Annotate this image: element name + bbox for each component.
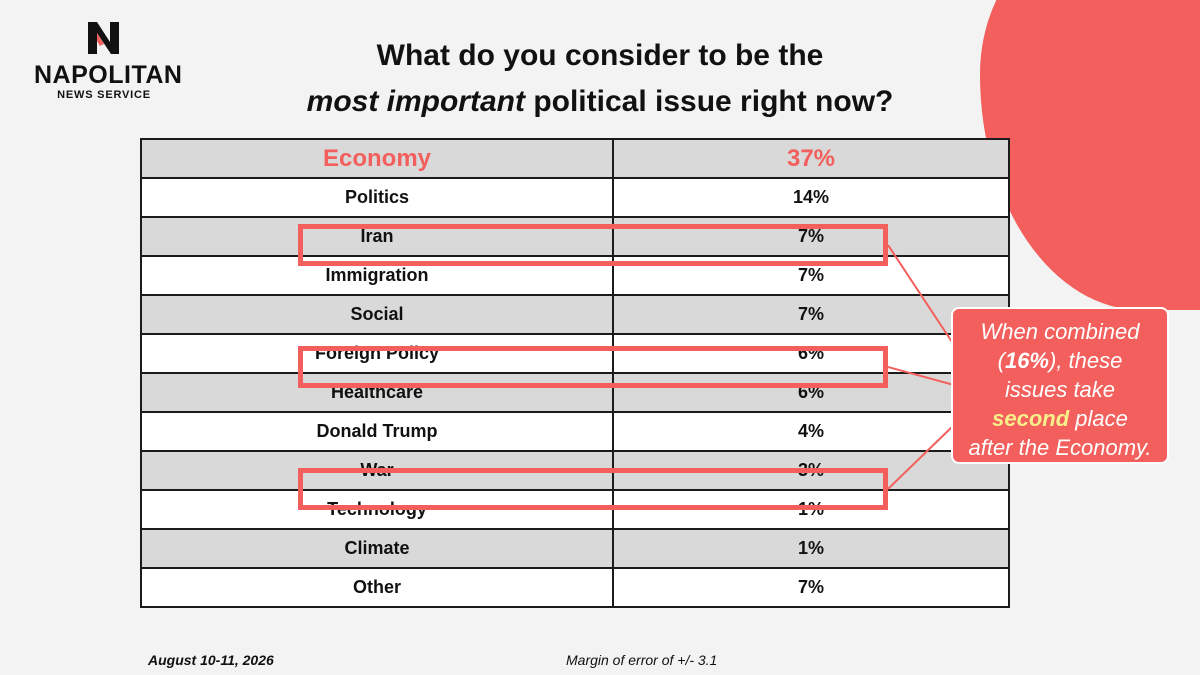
callout-combined-value: 16%	[1004, 348, 1049, 373]
callout-line-2: (16%), these	[997, 348, 1123, 373]
brand-logo: NAPOLITAN NEWS SERVICE	[34, 20, 183, 102]
issue-percent: 7%	[612, 567, 1010, 608]
issue-label: Iran	[140, 216, 614, 257]
callout-line-3: issues take	[1004, 377, 1116, 402]
highlight-box-iran	[298, 224, 888, 266]
title-rest: political issue right now?	[524, 85, 894, 118]
title-line-2: most important political issue right now…	[240, 80, 960, 124]
callout-line-5: after the Economy.	[968, 435, 1152, 460]
issue-label: Climate	[140, 528, 614, 569]
callout-line-4: second place	[992, 406, 1128, 431]
highlight-box-foreign-policy	[298, 346, 888, 388]
poll-table: Economy 37% Politics 14% Iran 7% Immigration 7%…	[140, 138, 1010, 608]
issue-percent: 7%	[612, 216, 1010, 257]
issue-percent: 6%	[612, 333, 1010, 374]
issue-label: Politics	[140, 177, 614, 218]
issue-percent: 4%	[612, 411, 1010, 452]
table-row: Economy 37%	[140, 138, 1010, 179]
callout-second: second	[992, 406, 1070, 431]
table-row: War 3%	[140, 450, 1010, 491]
highlight-box-war	[298, 468, 888, 510]
issue-percent: 1%	[612, 528, 1010, 569]
table-row: Iran 7%	[140, 216, 1010, 257]
issue-percent: 6%	[612, 372, 1010, 413]
issue-label: Donald Trump	[140, 411, 614, 452]
table-row: Politics 14%	[140, 177, 1010, 218]
brand-subtitle: NEWS SERVICE	[57, 89, 151, 101]
title-emphasis: most important	[306, 85, 525, 118]
footer-date: August 10-11, 2026	[148, 652, 274, 668]
issue-label: Economy	[140, 138, 614, 179]
issue-label: Foreign Policy	[140, 333, 614, 374]
footer-margin-of-error: Margin of error of +/- 3.1	[566, 652, 718, 668]
table-row: Climate 1%	[140, 528, 1010, 569]
table-row: Other 7%	[140, 567, 1010, 608]
title-line-1: What do you consider to be the	[376, 39, 824, 72]
napolitan-n-icon	[88, 22, 119, 54]
issue-percent: 37%	[612, 138, 1010, 179]
issue-label: Social	[140, 294, 614, 335]
table-row: Foreign Policy 6%	[140, 333, 1010, 374]
brand-name: NAPOLITAN	[34, 61, 183, 89]
table-row: Donald Trump 4%	[140, 411, 1010, 452]
callout-line-1: When combined	[980, 319, 1140, 344]
callout-box: When combined (16%), these issues take s…	[951, 307, 1169, 464]
table-row: Social 7%	[140, 294, 1010, 335]
issue-percent: 14%	[612, 177, 1010, 218]
issue-label: Other	[140, 567, 614, 608]
